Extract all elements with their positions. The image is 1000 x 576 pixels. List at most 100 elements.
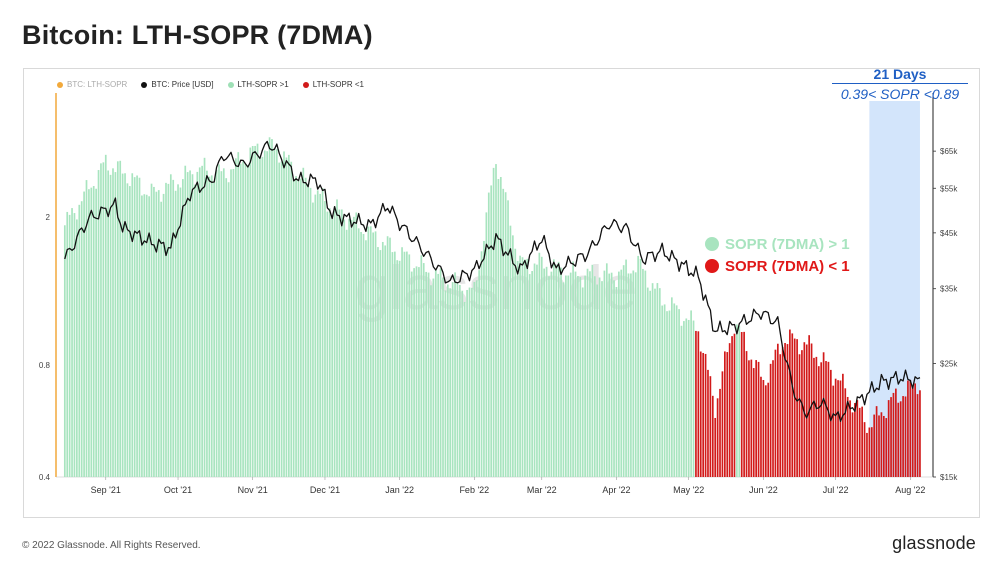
footer-logo[interactable]: glassnode — [892, 533, 976, 553]
bar-sopr-above-1 — [418, 267, 420, 477]
bar-sopr-above-1 — [288, 154, 290, 477]
bar-sopr-above-1 — [331, 215, 334, 478]
key-label-above: SOPR (7DMA) > 1 — [725, 235, 850, 253]
bar-sopr-above-1 — [646, 287, 649, 477]
bar-sopr-above-1 — [292, 179, 295, 477]
bar-sopr-above-1 — [247, 165, 249, 477]
bar-sopr-below-1 — [748, 360, 750, 477]
bar-sopr-above-1 — [603, 270, 606, 477]
bar-sopr-above-1 — [442, 277, 444, 477]
bar-sopr-below-1 — [880, 412, 883, 477]
bar-sopr-above-1 — [574, 271, 577, 477]
bar-sopr-above-1 — [280, 161, 283, 477]
bar-sopr-below-1 — [786, 344, 789, 477]
bar-sopr-above-1 — [109, 174, 112, 478]
bar-sopr-above-1 — [548, 276, 550, 477]
bar-sopr-above-1 — [437, 273, 440, 477]
legend-item-price[interactable]: BTC: Price [USD] — [141, 80, 214, 89]
bar-sopr-above-1 — [644, 270, 647, 477]
bar-sopr-above-1 — [107, 170, 110, 477]
bar-sopr-above-1 — [536, 264, 538, 477]
bar-sopr-above-1 — [201, 165, 203, 477]
bar-sopr-above-1 — [379, 250, 382, 477]
bar-sopr-above-1 — [480, 251, 483, 477]
bar-sopr-above-1 — [639, 258, 642, 477]
y-right-tick-label: $55k — [940, 184, 958, 193]
bar-sopr-above-1 — [413, 268, 415, 477]
bar-sopr-above-1 — [357, 228, 360, 477]
bar-sopr-below-1 — [699, 351, 702, 477]
y-right-tick-label: $25k — [940, 359, 958, 368]
bar-sopr-above-1 — [275, 149, 278, 477]
bar-sopr-above-1 — [263, 150, 266, 477]
bar-sopr-above-1 — [191, 174, 194, 477]
bar-sopr-above-1 — [610, 272, 613, 477]
x-tick-label: Dec '21 — [310, 485, 340, 495]
bar-sopr-above-1 — [381, 241, 384, 477]
bar-sopr-below-1 — [704, 353, 707, 477]
legend-item-lth-sopr[interactable]: BTC: LTH-SOPR — [57, 80, 127, 89]
bar-sopr-above-1 — [249, 147, 252, 477]
legend-item-sopr-below-1[interactable]: LTH-SOPR <1 — [302, 80, 364, 89]
bar-sopr-above-1 — [671, 297, 673, 477]
bar-sopr-above-1 — [661, 305, 664, 477]
bar-sopr-below-1 — [709, 376, 712, 477]
bar-sopr-above-1 — [145, 194, 148, 477]
bar-sopr-below-1 — [724, 351, 726, 477]
legend-item-sopr-above-1[interactable]: LTH-SOPR >1 — [227, 80, 289, 89]
bar-sopr-below-1 — [796, 339, 798, 477]
bar-sopr-above-1 — [475, 280, 478, 477]
bar-sopr-below-1 — [784, 342, 786, 477]
bar-sopr-above-1 — [225, 178, 228, 478]
bar-sopr-above-1 — [182, 179, 184, 477]
bar-sopr-above-1 — [625, 259, 627, 477]
bar-sopr-above-1 — [143, 194, 146, 477]
bar-sopr-above-1 — [328, 208, 331, 478]
bar-sopr-above-1 — [273, 148, 276, 477]
bar-sopr-above-1 — [651, 283, 654, 477]
bar-sopr-above-1 — [550, 271, 553, 477]
bar-sopr-below-1 — [839, 380, 842, 477]
bar-sopr-above-1 — [430, 285, 432, 477]
bar-sopr-above-1 — [663, 304, 666, 477]
bar-sopr-below-1 — [767, 382, 770, 477]
legend-label: LTH-SOPR >1 — [237, 80, 289, 89]
bar-sopr-above-1 — [213, 182, 216, 478]
bar-sopr-above-1 — [177, 184, 179, 477]
bar-sopr-above-1 — [104, 154, 107, 477]
legend-label: BTC: Price [USD] — [151, 80, 214, 89]
bar-sopr-below-1 — [776, 343, 779, 477]
y-left-tick-label: 2 — [46, 213, 51, 222]
bar-sopr-above-1 — [683, 321, 685, 477]
bar-sopr-below-1 — [846, 396, 849, 477]
bar-sopr-above-1 — [567, 275, 570, 477]
bar-sopr-above-1 — [242, 161, 244, 477]
bar-sopr-below-1 — [916, 394, 919, 477]
bar-sopr-above-1 — [613, 280, 615, 477]
callout-divider — [832, 83, 968, 84]
key-label-below: SOPR (7DMA) < 1 — [725, 257, 850, 275]
bar-sopr-above-1 — [300, 178, 302, 477]
bar-sopr-above-1 — [393, 251, 396, 477]
bar-sopr-above-1 — [345, 229, 348, 477]
bar-sopr-below-1 — [895, 388, 897, 477]
bar-sopr-below-1 — [733, 333, 736, 477]
bar-sopr-below-1 — [745, 351, 748, 477]
bar-sopr-above-1 — [239, 163, 242, 477]
bar-sopr-below-1 — [868, 427, 871, 477]
bar-sopr-above-1 — [468, 287, 471, 477]
bar-sopr-above-1 — [186, 172, 189, 477]
bar-sopr-above-1 — [391, 252, 394, 477]
bar-sopr-above-1 — [112, 168, 114, 477]
x-tick-label: May '22 — [673, 485, 704, 495]
bar-sopr-above-1 — [215, 169, 218, 477]
bar-sopr-above-1 — [68, 214, 71, 477]
bar-sopr-above-1 — [463, 301, 466, 477]
bar-sopr-below-1 — [827, 361, 830, 477]
bar-sopr-above-1 — [456, 283, 459, 477]
bar-sopr-above-1 — [615, 287, 618, 477]
bar-sopr-below-1 — [878, 415, 880, 477]
bar-sopr-below-1 — [719, 388, 721, 477]
bar-sopr-above-1 — [148, 196, 150, 477]
bar-sopr-below-1 — [801, 350, 803, 477]
